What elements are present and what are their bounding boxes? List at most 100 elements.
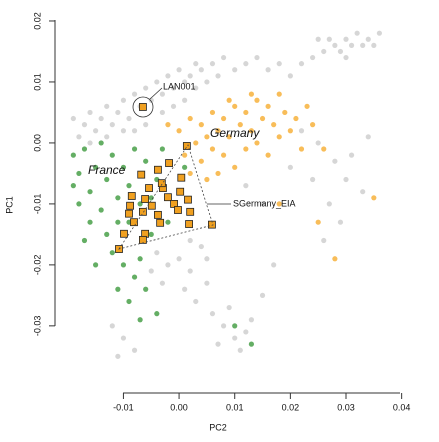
point [176,128,182,134]
point [198,67,204,73]
point [143,158,149,164]
point [159,109,165,116]
point [248,317,255,323]
point [87,219,93,225]
point [131,146,138,152]
point [131,274,138,280]
point [120,335,127,341]
square-point [156,218,165,227]
point [298,146,305,152]
point [98,207,104,213]
point [198,158,204,164]
point [165,219,171,225]
point [87,189,93,195]
point [154,79,160,85]
square-point [127,192,136,200]
point [143,122,149,128]
point [182,164,188,170]
point [315,219,321,225]
point [81,122,88,128]
point [254,97,260,103]
point [154,311,160,317]
point [193,61,199,67]
point [232,323,238,329]
point [343,36,349,42]
point [104,103,110,109]
point [182,97,188,103]
point [115,219,121,225]
point [293,115,299,122]
point [115,109,121,116]
point [215,341,221,347]
point [170,85,177,91]
point [348,152,355,158]
point [81,146,88,152]
point [204,176,210,183]
square-point [130,218,138,227]
point [76,170,82,177]
point [93,164,99,170]
square-point [157,179,166,188]
x-tick-label: -0.01 [113,402,134,412]
point [332,42,338,48]
y-tick-label: 0.00 [32,134,42,152]
point [187,115,193,122]
point [248,128,255,134]
point [271,262,277,268]
point [187,268,193,274]
point [326,201,332,207]
point [304,103,310,109]
point [248,91,255,97]
point [310,122,316,128]
point [287,128,293,134]
square-point [139,103,147,111]
point [176,256,182,262]
point [265,152,271,158]
point [70,183,76,189]
point [343,176,349,183]
point [148,268,154,274]
point [220,54,227,61]
point [109,250,115,256]
point [360,189,366,195]
point [321,146,327,152]
point [126,115,132,122]
point [265,103,271,109]
point [131,347,138,353]
point [120,262,127,268]
point [187,73,193,79]
point [343,54,349,61]
point [232,67,238,73]
square-point [186,207,195,216]
point [209,311,216,317]
square-point [145,184,153,192]
point [226,97,232,103]
point [321,237,327,244]
y-tick-label: -0.03 [32,316,42,337]
point [165,262,171,268]
point [193,140,199,146]
square-point [141,195,150,203]
point [259,201,266,207]
point [276,91,282,97]
point [209,109,216,116]
point [115,353,121,359]
point [159,146,165,152]
leader-line [149,87,163,100]
y-tick-label: 0.01 [32,73,42,91]
point [115,195,121,201]
point [232,103,238,109]
point [198,122,204,128]
square-point [164,193,172,202]
square-point [137,170,146,179]
point [276,134,282,140]
point [259,115,266,122]
point [93,262,99,268]
point [193,298,199,305]
highlight-circle [132,96,154,118]
point [165,73,171,79]
square-point [154,210,162,219]
point [76,201,82,207]
point [131,91,138,97]
point [215,73,221,79]
